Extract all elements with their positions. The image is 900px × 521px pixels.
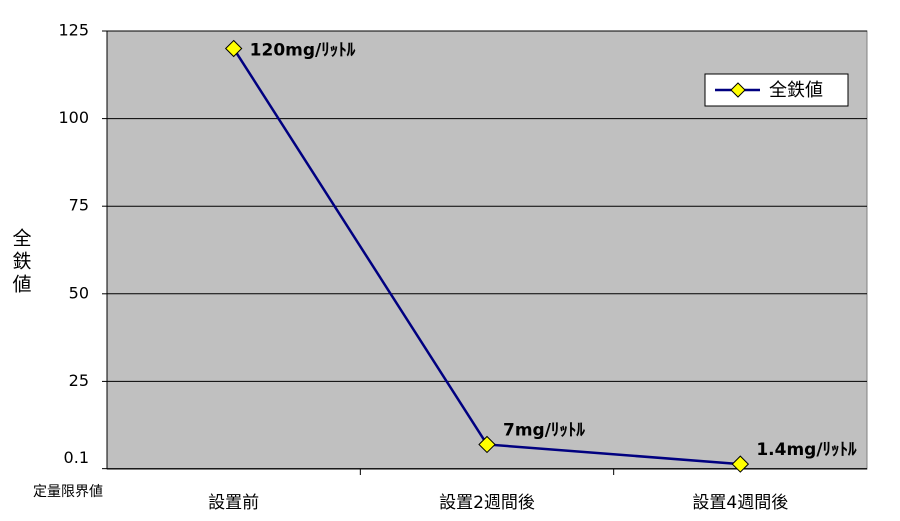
y-tick-label: 100 (58, 108, 89, 127)
y-tick-label: 25 (69, 371, 89, 390)
x-tick-label: 設置4週間後 (692, 493, 788, 513)
y-axis-label: 全鉄値 (10, 228, 32, 297)
x-tick-label: 設置2週間後 (439, 493, 535, 513)
annotation: 定量限界値 (33, 484, 103, 500)
marker (731, 455, 750, 473)
legend-label: 全鉄値 (769, 80, 823, 101)
legend-marker (730, 82, 746, 98)
y-tick-label: 75 (69, 196, 89, 215)
x-tick-label: 設置前 (208, 493, 259, 513)
data-label: 120mg/ﾘｯﾄﾙ (250, 41, 356, 61)
data-label: 1.4mg/ﾘｯﾄﾙ (756, 440, 857, 460)
marker (224, 39, 243, 58)
y-tick-label: 125 (58, 21, 89, 40)
marker (478, 435, 496, 454)
y-tick-label: 0.1 (64, 448, 89, 467)
y-tick-label: 50 (69, 283, 89, 302)
data-label: 7mg/ﾘｯﾄﾙ (503, 420, 585, 440)
